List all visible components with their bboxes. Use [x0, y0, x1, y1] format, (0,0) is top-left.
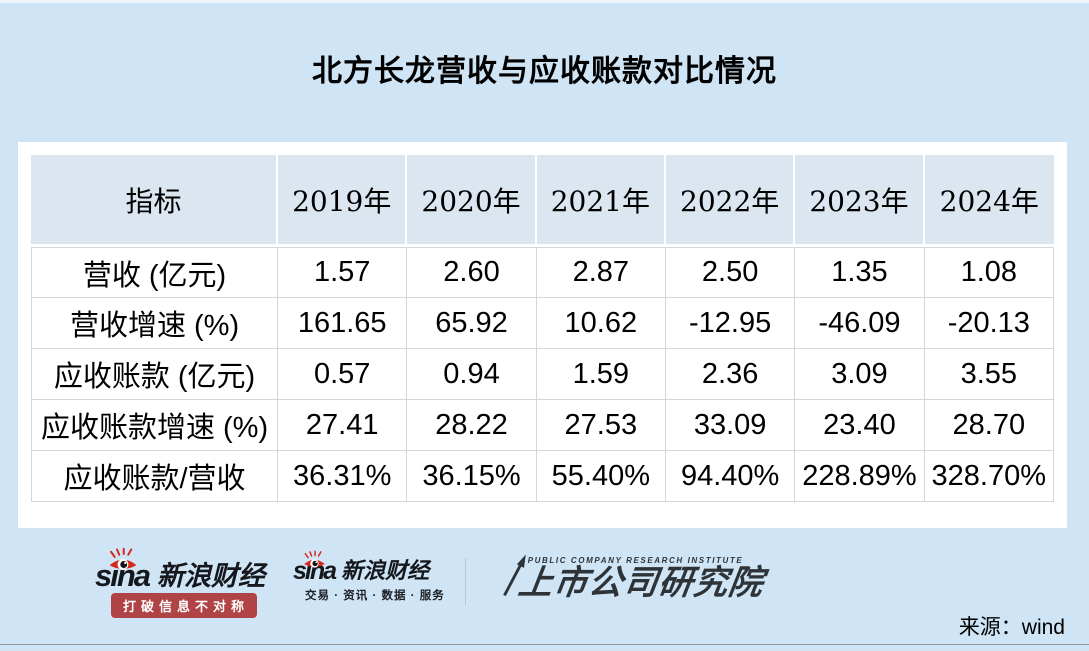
cell-value: 161.65: [278, 298, 408, 349]
table-row-receivables-growth: 应收账款增速 (%) 27.41 28.22 27.53 33.09 23.40…: [31, 400, 1054, 451]
sina-services-tagline: 交易 · 资讯 · 数据 · 服务: [305, 590, 445, 603]
column-header-indicator: 指标: [31, 155, 279, 247]
table-header-row: 指标 2019年 2020年 2021年 2022年 2023年 2024年: [31, 155, 1054, 247]
page-title: 北方长龙营收与应收账款对比情况: [312, 55, 777, 88]
bottom-rule: [0, 644, 1089, 645]
pcri-english-name: PUBLIC COMPANY RESEARCH INSTITUTE: [527, 556, 744, 565]
column-header-2022: 2022年: [665, 155, 796, 247]
cell-value: 28.22: [407, 400, 537, 451]
cell-value: 2.87: [536, 247, 666, 298]
row-label: 应收账款增速 (%): [31, 400, 279, 451]
column-header-2024: 2024年: [924, 155, 1054, 247]
logo-divider: [464, 558, 466, 605]
cell-value: 0.94: [407, 349, 537, 400]
table-card: 指标 2019年 2020年 2021年 2022年 2023年 2024年 营…: [18, 142, 1067, 528]
column-header-2020: 2020年: [407, 155, 537, 247]
sina-eye-icon: [304, 550, 325, 568]
top-highlight-strip: [0, 0, 1089, 3]
sina-slogan-badge: 打破信息不对称: [111, 593, 258, 619]
sina-finance-name: 新浪财经: [341, 558, 430, 584]
cell-value: -12.95: [665, 298, 796, 349]
column-header-2023: 2023年: [795, 155, 925, 247]
cell-value: 1.57: [278, 247, 408, 298]
sina-finance-logo-main: sina 新浪财经 打破信息不对称: [95, 547, 266, 619]
cell-value: 3.09: [795, 349, 925, 400]
pcri-chinese-name: 上市公司研究院: [515, 564, 767, 602]
cell-value: 328.70%: [924, 451, 1054, 502]
cell-value: 1.08: [924, 247, 1054, 298]
data-source-label: 来源：wind: [958, 616, 1065, 639]
cell-value: 1.59: [536, 349, 666, 400]
column-header-2019: 2019年: [278, 155, 408, 247]
row-label: 应收账款 (亿元): [31, 349, 279, 400]
cell-value: 23.40: [795, 400, 925, 451]
data-table: 指标 2019年 2020年 2021年 2022年 2023年 2024年 营…: [31, 155, 1054, 502]
cell-value: 2.60: [407, 247, 537, 298]
table-row-revenue-growth: 营收增速 (%) 161.65 65.92 10.62 -12.95 -46.0…: [31, 298, 1054, 349]
sina-eye-icon: [109, 547, 137, 570]
table-row-revenue: 营收 (亿元) 1.57 2.60 2.87 2.50 1.35 1.08: [31, 247, 1054, 298]
pcri-logo: PUBLIC COMPANY RESEARCH INSTITUTE 上市公司研究…: [482, 550, 766, 602]
cell-value: 1.35: [795, 247, 925, 298]
row-label: 营收 (亿元): [31, 247, 279, 298]
row-label: 应收账款/营收: [31, 451, 279, 502]
cell-value: -20.13: [924, 298, 1054, 349]
cell-value: 27.41: [278, 400, 408, 451]
cell-value: 33.09: [665, 400, 796, 451]
cell-value: 27.53: [536, 400, 666, 451]
cell-value: 228.89%: [795, 451, 925, 502]
sina-finance-logo-secondary: sina 新浪财经 交易 · 资讯 · 数据 · 服务: [293, 550, 445, 603]
cell-value: 55.40%: [536, 451, 666, 502]
cell-value: 2.36: [665, 349, 796, 400]
cell-value: 94.40%: [665, 451, 796, 502]
footer-logos: sina 新浪财经 打破信息不对称 sina 新浪财经 交易 · 资讯 · 数据: [95, 547, 766, 619]
sina-finance-name: 新浪财经: [157, 560, 266, 591]
cell-value: 65.92: [407, 298, 537, 349]
arrow-up-icon: [502, 554, 526, 597]
cell-value: 28.70: [924, 400, 1054, 451]
cell-value: 3.55: [924, 349, 1054, 400]
column-header-2021: 2021年: [536, 155, 666, 247]
cell-value: 2.50: [665, 247, 796, 298]
cell-value: 36.31%: [278, 451, 408, 502]
cell-value: -46.09: [795, 298, 925, 349]
table-row-receivables-to-revenue: 应收账款/营收 36.31% 36.15% 55.40% 94.40% 228.…: [31, 451, 1054, 502]
row-label: 营收增速 (%): [31, 298, 279, 349]
cell-value: 36.15%: [407, 451, 537, 502]
table-row-receivables: 应收账款 (亿元) 0.57 0.94 1.59 2.36 3.09 3.55: [31, 349, 1054, 400]
cell-value: 10.62: [536, 298, 666, 349]
cell-value: 0.57: [278, 349, 408, 400]
